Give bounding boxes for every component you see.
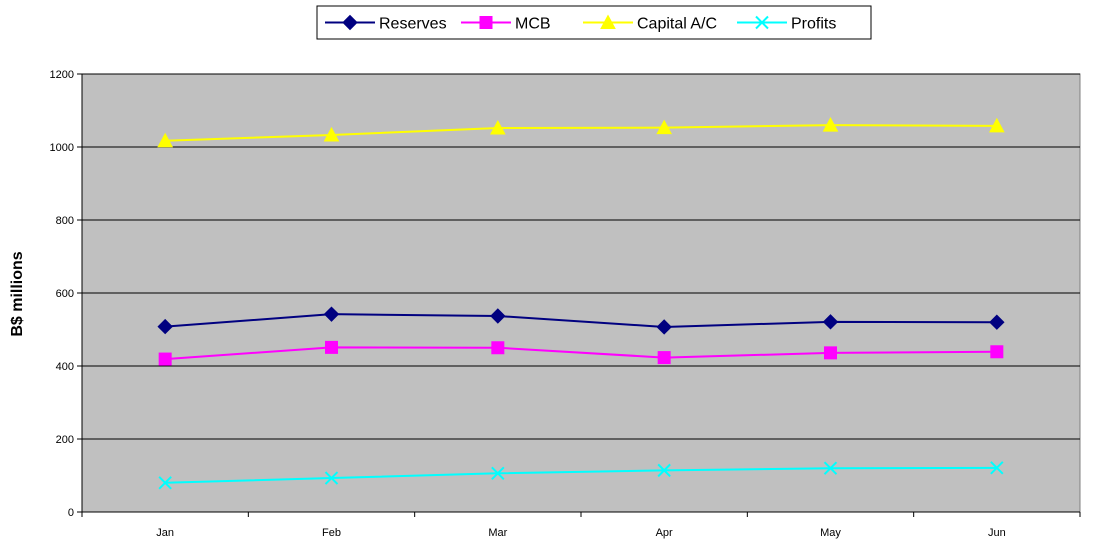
legend-marker-mcb	[479, 16, 493, 29]
data-point-profits-jun	[990, 461, 1004, 475]
y-tick-label-600: 600	[56, 288, 74, 300]
data-point-mcb-mar	[491, 341, 505, 355]
data-point-profits-jan	[158, 476, 172, 490]
data-point-profits-feb	[324, 471, 339, 485]
legend-marker-profits	[755, 15, 769, 30]
data-point-capital-a-c-mar	[489, 119, 506, 135]
x-tick-label-feb: Feb	[322, 527, 341, 539]
data-point-profits-apr	[657, 463, 671, 478]
data-point-reserves-may	[822, 314, 839, 330]
legend-entry-mcb: MCB	[461, 16, 551, 33]
legend-label-profits: Profits	[791, 16, 836, 33]
legend-entry-profits: Profits	[737, 16, 836, 33]
legend: Reserves MCB Capital A/C Profits	[316, 5, 872, 40]
y-tick-label-200: 200	[56, 434, 74, 446]
data-point-reserves-jan	[157, 318, 173, 335]
data-point-mcb-feb	[325, 340, 338, 354]
data-point-capital-a-c-apr	[656, 119, 673, 135]
data-point-capital-a-c-jun	[988, 117, 1005, 133]
series-reserves	[157, 306, 1005, 335]
x-tick-labels: Jan Feb Mar Apr May Jun	[81, 512, 1081, 539]
data-point-mcb-jan	[158, 352, 172, 366]
y-axis-label: B$ millions	[9, 251, 26, 336]
gridlines	[82, 73, 1080, 440]
x-tick-label-jan: Jan	[156, 527, 174, 539]
legend-entry-capital-a-c: Capital A/C	[583, 14, 717, 33]
data-point-reserves-feb	[323, 306, 340, 322]
data-point-capital-a-c-feb	[323, 126, 340, 142]
data-point-reserves-mar	[490, 308, 506, 324]
series-mcb	[158, 340, 1004, 366]
x-tick-label-mar: Mar	[488, 527, 507, 539]
legend-label-capital-a-c: Capital A/C	[637, 16, 717, 33]
legend-label-mcb: MCB	[515, 16, 551, 33]
legend-marker-capital-a-c	[600, 14, 616, 29]
data-point-capital-a-c-jan	[157, 132, 174, 148]
legend-label-reserves: Reserves	[379, 16, 447, 33]
series-group	[157, 117, 1005, 490]
series-line-capital-a-c	[165, 124, 997, 142]
data-point-profits-may	[823, 461, 838, 475]
series-line-reserves	[165, 313, 997, 328]
y-tick-label-1200: 1200	[50, 69, 74, 81]
y-tick-label-800: 800	[56, 215, 74, 227]
legend-entry-reserves: Reserves	[325, 14, 447, 33]
x-tick-label-jun: Jun	[988, 527, 1006, 539]
series-capital-a-c	[157, 117, 1005, 148]
data-point-profits-mar	[491, 466, 505, 481]
x-tick-label-apr: Apr	[656, 527, 673, 539]
y-tick-label-400: 400	[56, 361, 74, 373]
series-line-profits	[165, 466, 997, 484]
data-point-reserves-jun	[989, 314, 1005, 330]
series-line-mcb	[165, 346, 997, 361]
y-tick-label-1000: 1000	[50, 142, 74, 154]
legend-marker-reserves	[342, 14, 358, 31]
data-point-mcb-apr	[657, 351, 671, 365]
data-point-reserves-apr	[656, 319, 672, 335]
x-tick-label-may: May	[820, 527, 841, 539]
series-profits	[158, 461, 1004, 490]
y-tick-labels: 0 200 400 600 800 1000 1200	[50, 69, 82, 519]
data-point-mcb-jun	[990, 345, 1004, 359]
data-point-mcb-may	[824, 346, 837, 360]
data-point-capital-a-c-may	[822, 117, 839, 132]
y-tick-label-0: 0	[68, 507, 74, 519]
